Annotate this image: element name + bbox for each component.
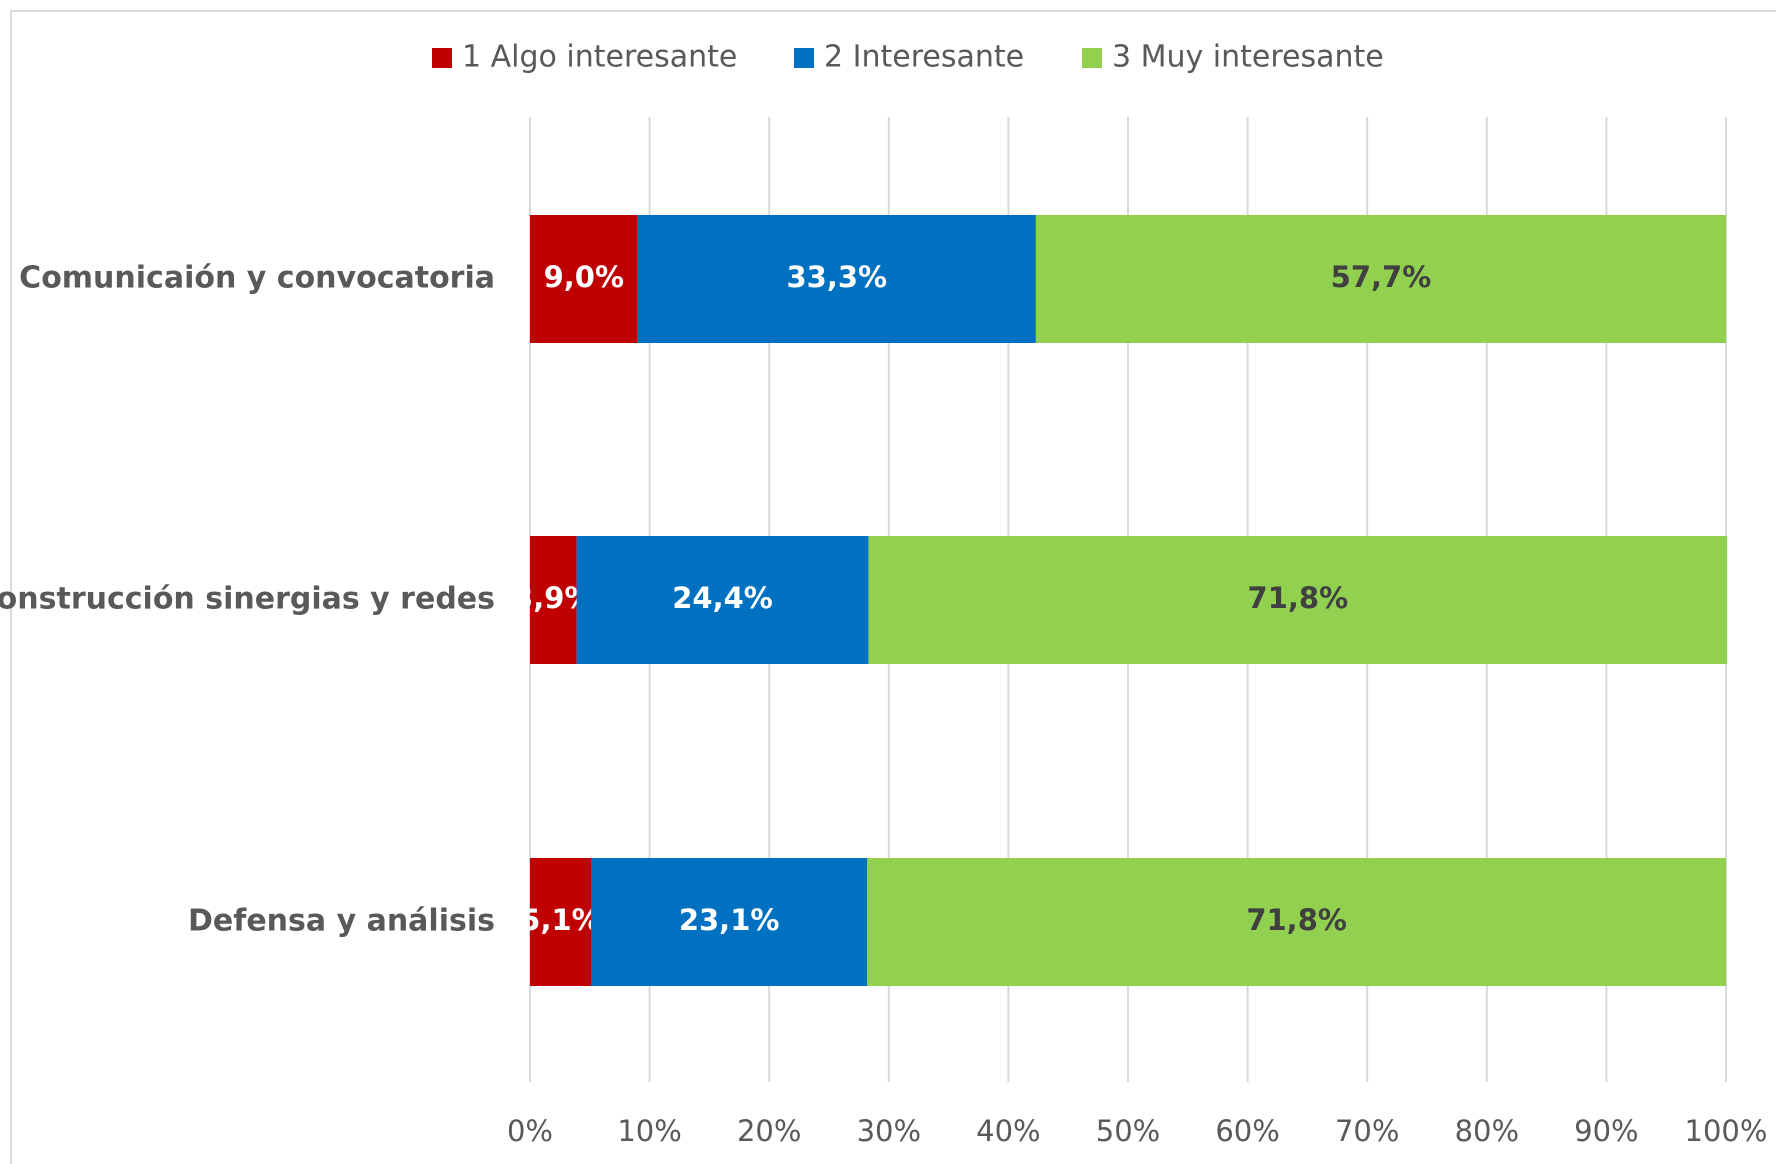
data-label: 9,0%	[544, 260, 624, 294]
y-tick-label: Defensa y análisis	[188, 904, 495, 939]
x-tick-label: 70%	[1335, 1114, 1399, 1148]
data-label: 24,4%	[672, 581, 773, 615]
bar-segment	[576, 536, 869, 664]
data-label: 33,3%	[786, 260, 887, 294]
legend-label: 1 Algo interesante	[462, 40, 737, 75]
data-label: 5,1%	[520, 903, 600, 937]
data-label: 23,1%	[679, 903, 780, 937]
x-tick-label: 60%	[1215, 1114, 1279, 1148]
x-tick-label: 0%	[507, 1114, 553, 1148]
bar-segment	[530, 858, 591, 986]
bar-segment	[637, 215, 1036, 343]
x-tick-label: 30%	[857, 1114, 921, 1148]
legend-swatch	[1082, 48, 1102, 68]
y-tick-label: Comunicaión y convocatoria	[19, 261, 495, 296]
data-label: 71,8%	[1248, 581, 1349, 615]
bar-segment	[590, 858, 868, 986]
legend-label: 2 Interesante	[824, 40, 1024, 75]
x-tick-label: 50%	[1096, 1114, 1160, 1148]
bar-segment	[1035, 215, 1726, 343]
legend-swatch	[432, 48, 452, 68]
x-tick-label: 80%	[1455, 1114, 1519, 1148]
legend-label: 3 Muy interesante	[1112, 40, 1384, 75]
x-tick-label: 10%	[617, 1114, 681, 1148]
bar-segment	[530, 215, 638, 343]
y-tick-label: Construcción sinergias y redes	[0, 582, 495, 617]
data-label: 57,7%	[1331, 260, 1432, 294]
x-tick-label: 90%	[1574, 1114, 1638, 1148]
legend-swatch	[794, 48, 814, 68]
x-tick-label: 40%	[976, 1114, 1040, 1148]
bar-segment	[867, 858, 1726, 986]
x-tick-label: 20%	[737, 1114, 801, 1148]
bar-segment	[868, 536, 1728, 664]
x-tick-label: 100%	[1685, 1114, 1768, 1148]
bar-segment	[530, 536, 577, 664]
data-label: 71,8%	[1246, 903, 1347, 937]
